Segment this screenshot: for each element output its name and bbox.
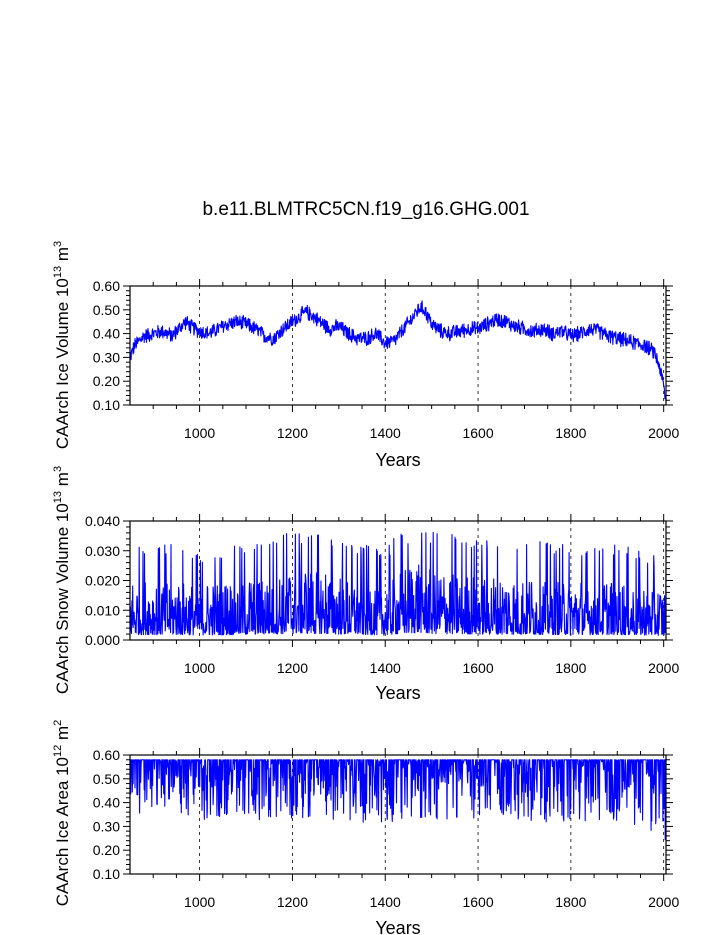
snow-volume-series-line <box>129 531 667 636</box>
ice-volume-ytick-label: 0.30 <box>93 349 120 365</box>
ice-volume-xlabel: Years <box>375 450 420 470</box>
snow-volume-xtick-label: 1400 <box>370 660 401 676</box>
snow-volume-ytick-label: 0.010 <box>85 602 120 618</box>
ice-area-ytick-label: 0.20 <box>93 842 120 858</box>
ice-volume-plot-frame <box>129 285 667 406</box>
ice-area-xtick-label: 2000 <box>648 894 679 910</box>
ice-area-ytick-label: 0.60 <box>93 747 120 763</box>
snow-volume-ytick-label: 0.030 <box>85 543 120 559</box>
figure-title: b.e11.BLMTRC5CN.f19_g16.GHG.001 <box>202 199 529 220</box>
ice-volume-xtick-label: 2000 <box>648 425 679 441</box>
snow-volume-xtick-label: 1600 <box>462 660 493 676</box>
ice-volume-ylabel: CAArch Ice Volume 1013 m3 <box>52 241 72 449</box>
snow-volume-ytick-label: 0.000 <box>85 632 120 648</box>
ice-area-ytick-label: 0.10 <box>93 866 120 882</box>
ice-volume-xtick-label: 1200 <box>277 425 308 441</box>
ice-area-xlabel: Years <box>375 918 420 935</box>
ice-area-panel: 1000 1200 1400 1600 1800 2000 0.10 0.20 0.30 0.40… <box>52 720 679 935</box>
snow-volume-ylabel: CAArch Snow Volume 1013 m3 <box>52 466 72 694</box>
snow-volume-xtick-label: 1000 <box>184 660 215 676</box>
ice-volume-xtick-label: 1800 <box>555 425 586 441</box>
ice-area-ytick-label: 0.50 <box>93 771 120 787</box>
ice-area-xtick-label: 1600 <box>462 894 493 910</box>
snow-volume-ytick-label: 0.040 <box>85 513 120 529</box>
ice-area-ylabel: CAArch Ice Area 1012 m2 <box>52 720 72 907</box>
snow-volume-panel: 1000 1200 1400 1600 1800 2000 0.000 0.010 0.020 0… <box>52 466 679 703</box>
snow-volume-xtick-label: 1200 <box>277 660 308 676</box>
ice-volume-ytick-label: 0.20 <box>93 373 120 389</box>
ice-area-ytick-label: 0.40 <box>93 795 120 811</box>
ice-volume-ytick-label: 0.40 <box>93 326 120 342</box>
ice-volume-xtick-label: 1600 <box>462 425 493 441</box>
ice-volume-ytick-label: 0.60 <box>93 278 120 294</box>
snow-volume-ytick-label: 0.020 <box>85 573 120 589</box>
snow-volume-xtick-label: 1800 <box>555 660 586 676</box>
ice-volume-ytick-label: 0.10 <box>93 397 120 413</box>
snow-volume-xtick-label: 2000 <box>648 660 679 676</box>
ice-area-xtick-label: 1800 <box>555 894 586 910</box>
ice-area-series-line <box>129 759 667 841</box>
ice-area-plot-frame <box>129 754 667 875</box>
ice-volume-xtick-label: 1000 <box>184 425 215 441</box>
ice-area-xtick-label: 1400 <box>370 894 401 910</box>
ice-volume-ytick-label: 0.50 <box>93 302 120 318</box>
ice-volume-xtick-label: 1400 <box>370 425 401 441</box>
ice-area-xtick-label: 1200 <box>277 894 308 910</box>
ice-volume-series-line <box>129 300 667 402</box>
snow-volume-xlabel: Years <box>375 683 420 703</box>
ice-area-ytick-label: 0.30 <box>93 818 120 834</box>
ice-area-xtick-label: 1000 <box>184 894 215 910</box>
